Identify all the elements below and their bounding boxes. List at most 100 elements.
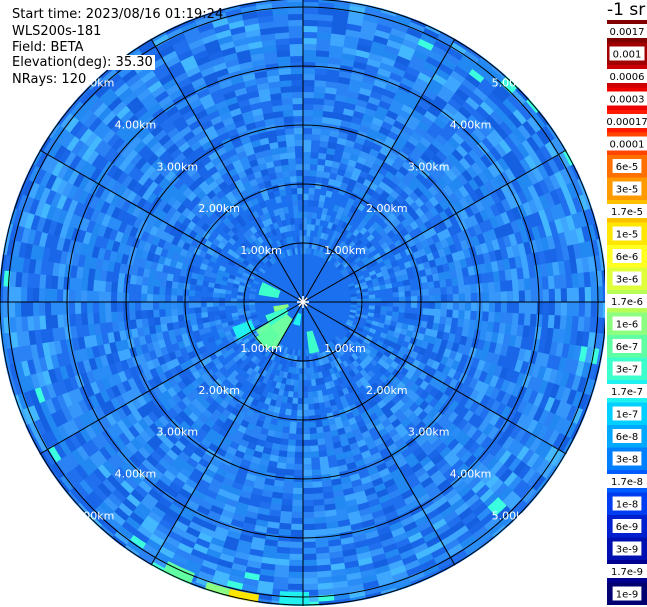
range-gate bbox=[259, 501, 272, 510]
range-gate bbox=[202, 185, 213, 195]
colorbar-tick-label: 6e-5 bbox=[616, 162, 639, 173]
range-gate bbox=[474, 391, 486, 405]
range-gate bbox=[218, 462, 230, 473]
range-gate bbox=[434, 302, 442, 310]
range-gate bbox=[311, 379, 317, 386]
range-gate bbox=[145, 538, 162, 552]
colorbar-tick-label: 3e-9 bbox=[616, 545, 639, 556]
range-gate bbox=[154, 228, 165, 239]
range-gate bbox=[69, 486, 85, 504]
range-gate bbox=[487, 497, 503, 513]
range-gate bbox=[302, 559, 317, 567]
range-gate bbox=[274, 564, 290, 573]
range-gate bbox=[88, 195, 100, 210]
range-gate bbox=[315, 420, 323, 428]
range-gate bbox=[82, 359, 92, 373]
range-gate bbox=[443, 324, 452, 334]
range-gate bbox=[389, 565, 407, 577]
range-gate bbox=[179, 509, 195, 522]
range-gate bbox=[170, 460, 184, 473]
range-gate bbox=[414, 515, 430, 528]
range-gate bbox=[454, 430, 467, 443]
range-gate bbox=[430, 422, 442, 434]
range-gate bbox=[363, 455, 374, 465]
range-gate bbox=[312, 115, 323, 124]
range-gate bbox=[33, 184, 46, 201]
range-gate bbox=[195, 284, 203, 292]
range-gate bbox=[458, 302, 466, 311]
range-gate bbox=[138, 335, 147, 346]
range-gate bbox=[292, 103, 304, 111]
range-gate bbox=[395, 478, 409, 490]
range-gate bbox=[313, 402, 320, 410]
range-gate bbox=[303, 169, 311, 177]
range-gate bbox=[305, 349, 309, 357]
range-gate bbox=[150, 124, 164, 138]
range-gate bbox=[291, 187, 298, 195]
range-gate bbox=[99, 389, 111, 403]
range-gate bbox=[219, 399, 229, 410]
range-gate bbox=[224, 297, 232, 302]
range-gate bbox=[148, 422, 161, 435]
range-gate bbox=[499, 419, 512, 434]
range-gate bbox=[302, 535, 316, 543]
range-gate bbox=[495, 402, 507, 417]
range-gate bbox=[472, 525, 489, 541]
range-gate bbox=[418, 400, 430, 411]
range-gate bbox=[341, 481, 353, 491]
range-gate bbox=[280, 504, 293, 513]
range-gate bbox=[161, 330, 170, 340]
range-gate bbox=[438, 462, 452, 475]
range-gate bbox=[374, 305, 382, 311]
range-gate bbox=[150, 261, 159, 271]
range-gate bbox=[422, 503, 438, 516]
range-gate bbox=[345, 411, 355, 421]
range-gate bbox=[303, 223, 308, 231]
range-gate bbox=[171, 498, 186, 511]
range-gate bbox=[330, 404, 339, 413]
range-gate bbox=[209, 504, 224, 516]
range-gate bbox=[116, 301, 124, 312]
range-gate bbox=[14, 271, 23, 288]
range-gate bbox=[100, 377, 112, 391]
range-gate bbox=[167, 376, 178, 388]
range-gate bbox=[542, 289, 550, 303]
range-gate bbox=[324, 381, 331, 390]
range-gate bbox=[253, 365, 261, 373]
range-gate bbox=[159, 316, 167, 325]
range-gate bbox=[258, 574, 275, 583]
range-gate bbox=[34, 200, 46, 217]
range-gate bbox=[495, 389, 507, 404]
range-gate bbox=[395, 399, 406, 410]
range-gate bbox=[99, 200, 111, 215]
range-gate bbox=[302, 421, 310, 429]
range-gate bbox=[328, 544, 343, 554]
range-gate bbox=[303, 25, 318, 33]
range-gate bbox=[296, 181, 304, 189]
range-gate bbox=[44, 301, 52, 316]
range-gate bbox=[173, 520, 189, 533]
range-gate bbox=[171, 315, 179, 323]
range-gate bbox=[205, 199, 215, 209]
range-gate bbox=[303, 139, 312, 147]
field-label: Field: BETA bbox=[12, 40, 84, 55]
range-gate bbox=[207, 281, 215, 288]
range-gate bbox=[294, 349, 298, 357]
range-gate bbox=[215, 273, 224, 281]
range-gate bbox=[428, 397, 440, 409]
ring-label: 1.00km bbox=[240, 244, 282, 257]
range-gate bbox=[163, 369, 174, 381]
range-gate bbox=[447, 411, 459, 424]
range-gate bbox=[128, 310, 136, 321]
range-gate bbox=[258, 267, 266, 274]
range-gate bbox=[103, 442, 117, 458]
range-gate bbox=[540, 462, 555, 479]
range-gate bbox=[311, 139, 321, 147]
range-gate bbox=[295, 151, 304, 159]
colorbar-tick-label: 0.0001 bbox=[610, 140, 645, 151]
range-gate bbox=[404, 370, 415, 380]
range-gate bbox=[385, 400, 396, 410]
range-gate bbox=[545, 327, 555, 342]
range-gate bbox=[195, 199, 206, 210]
range-gate bbox=[14, 286, 22, 302]
